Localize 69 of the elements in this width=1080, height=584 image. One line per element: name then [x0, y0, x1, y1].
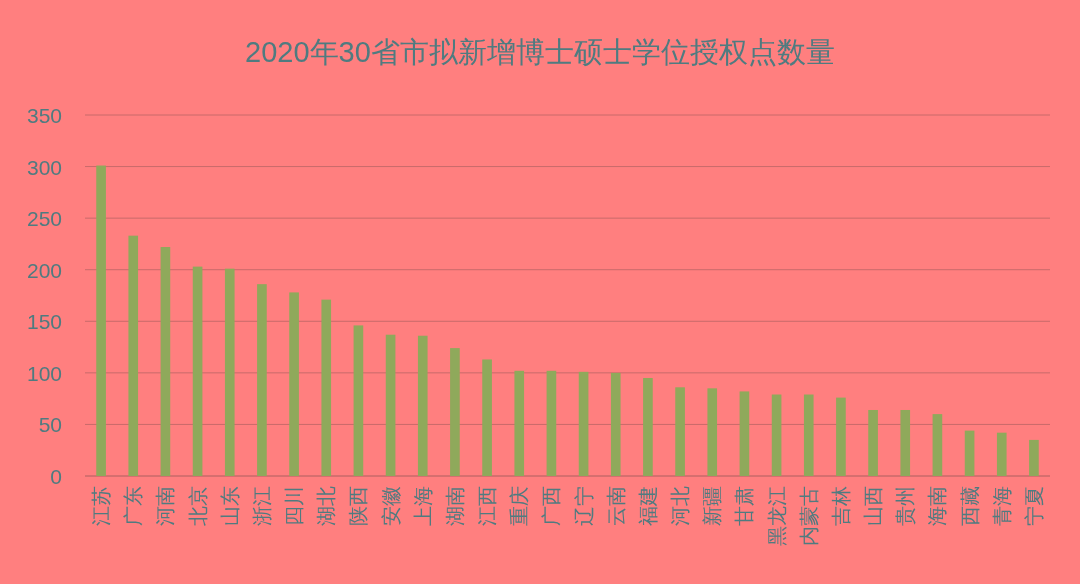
- bar: [643, 378, 653, 476]
- bar: [996, 432, 1007, 476]
- y-tick-label: 300: [26, 155, 62, 179]
- x-tick-label: 陕西: [347, 486, 370, 526]
- y-tick-label: 100: [26, 361, 62, 385]
- bar: [1029, 439, 1039, 476]
- bar: [257, 284, 267, 476]
- bar: [385, 334, 396, 476]
- bar: [417, 335, 428, 476]
- bar: [739, 391, 750, 476]
- y-tick-label: 350: [26, 104, 62, 127]
- x-tick-label: 甘肃: [733, 486, 756, 526]
- y-tick-label: 200: [26, 258, 62, 282]
- bar: [771, 394, 782, 476]
- chart-title: 2020年30省市拟新增博士硕士学位授权点数量: [245, 36, 835, 68]
- bar: [900, 409, 911, 476]
- bar: [868, 409, 878, 476]
- bar: [675, 387, 685, 476]
- bar: [450, 348, 460, 476]
- bar: [546, 370, 557, 476]
- x-tick-label: 河南: [154, 486, 177, 526]
- bar: [321, 299, 332, 476]
- bar: [482, 359, 492, 476]
- y-tick-label: 50: [38, 413, 62, 437]
- x-tick-label: 海南: [926, 486, 949, 526]
- x-tick-label: 内蒙古: [797, 486, 820, 546]
- x-tick-label: 安徽: [379, 486, 402, 526]
- y-tick-label: 0: [50, 465, 62, 488]
- y-tick-label: 150: [26, 310, 62, 334]
- x-tick-label: 山东: [218, 486, 241, 526]
- bar: [964, 430, 975, 476]
- bar: [289, 292, 299, 476]
- y-tick-label: 250: [26, 207, 62, 231]
- bar: [224, 268, 235, 476]
- x-tick-label: 河北: [669, 486, 692, 526]
- x-tick-label: 云南: [604, 486, 627, 526]
- bar: [932, 414, 943, 476]
- bar: [353, 325, 364, 476]
- x-tick-label: 江苏: [90, 486, 113, 526]
- bar: [192, 266, 203, 476]
- bar: [707, 388, 718, 476]
- bar: [96, 165, 106, 476]
- x-tick-label: 广东: [122, 486, 145, 526]
- bar: [128, 235, 139, 476]
- x-tick-label: 黑龙江: [765, 486, 788, 546]
- x-tick-label: 四川: [283, 486, 306, 526]
- x-tick-label: 山西: [862, 486, 885, 526]
- x-tick-label: 浙江: [250, 486, 273, 526]
- bar: [160, 247, 171, 476]
- x-tick-label: 贵州: [894, 486, 917, 526]
- x-tick-label: 吉林: [829, 486, 852, 526]
- x-tick-label: 青海: [990, 486, 1013, 526]
- x-tick-label: 湖北: [315, 486, 338, 526]
- bar: [514, 370, 525, 476]
- x-tick-label: 湖南: [443, 486, 466, 526]
- x-tick-label: 广西: [540, 486, 563, 526]
- x-tick-label: 辽宁: [572, 486, 595, 526]
- x-tick-label: 福建: [636, 486, 659, 526]
- bar: [610, 372, 621, 476]
- x-tick-label: 西藏: [958, 486, 981, 526]
- x-tick-label: 江西: [476, 486, 499, 526]
- bar: [803, 394, 814, 476]
- x-tick-label: 新疆: [701, 486, 724, 526]
- x-tick-label: 上海: [411, 486, 434, 526]
- x-tick-label: 宁夏: [1022, 486, 1045, 526]
- x-tick-label: 重庆: [508, 486, 531, 526]
- x-tick-label: 北京: [186, 486, 209, 526]
- bar: [578, 371, 589, 476]
- bar: [836, 397, 846, 476]
